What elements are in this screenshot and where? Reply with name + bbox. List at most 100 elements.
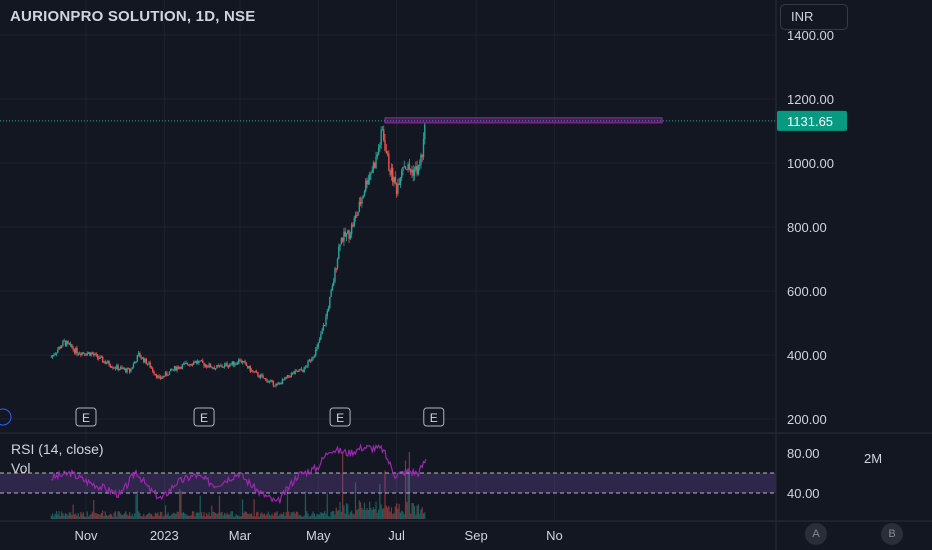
candle-body	[196, 360, 199, 363]
volume-bar	[293, 511, 295, 519]
volume-bar	[107, 516, 109, 519]
currency-button[interactable]: INR	[780, 4, 848, 30]
volume-bar	[84, 516, 86, 519]
candle-body	[193, 361, 195, 365]
volume-bar	[412, 503, 414, 519]
volume-bar	[248, 513, 250, 519]
volume-bar	[420, 509, 422, 519]
volume-bar	[238, 515, 240, 519]
volume-bar	[280, 513, 282, 519]
volume-bar	[114, 511, 117, 519]
candle-body	[349, 234, 352, 239]
volume-bar	[329, 516, 331, 519]
volume-bar	[330, 512, 332, 519]
candle-body	[332, 281, 335, 286]
candle-body	[291, 372, 294, 374]
volume-bar	[208, 512, 210, 519]
range-2m-button[interactable]: 2M	[864, 451, 883, 466]
volume-bar	[294, 513, 296, 519]
candle-body	[200, 360, 203, 362]
candle-body	[57, 349, 59, 353]
button-b[interactable]: B	[881, 523, 903, 545]
volume-bar	[392, 514, 394, 519]
volume-bar	[67, 515, 69, 519]
candle-body	[218, 365, 221, 367]
candle-body	[246, 365, 249, 369]
candle-body	[280, 383, 282, 385]
candle-body	[241, 361, 244, 363]
candle-body	[250, 370, 253, 372]
volume-bar	[145, 515, 147, 519]
volume-bar	[138, 511, 140, 519]
volume-bar	[286, 489, 289, 519]
candle-body	[105, 363, 108, 365]
candle-body	[131, 367, 133, 369]
volume-bar	[170, 515, 172, 519]
volume-bar	[173, 513, 176, 519]
date-tick-label: 2023	[150, 528, 179, 543]
volume-bar	[349, 512, 351, 519]
button-a[interactable]: A	[805, 523, 827, 545]
candle-body	[293, 372, 295, 374]
volume-bar	[381, 508, 384, 519]
volume-bar	[103, 515, 105, 519]
candle-body	[149, 362, 151, 368]
volume-bar	[148, 512, 150, 519]
volume-bar	[108, 515, 110, 519]
candle-body	[325, 316, 327, 326]
resistance-level[interactable]	[0, 117, 776, 124]
volume-bar	[104, 511, 106, 519]
volume-bar	[91, 511, 94, 519]
volume-legend-label[interactable]: Vol	[11, 460, 31, 476]
volume-bar	[408, 452, 410, 519]
candle-body	[347, 230, 349, 234]
candle-body	[94, 353, 96, 356]
candle-body	[341, 238, 344, 242]
candle-body	[297, 370, 299, 372]
volume-bar	[411, 503, 413, 519]
candle-body	[58, 346, 60, 350]
candle-body	[322, 325, 325, 331]
volume-bar	[94, 512, 96, 519]
candle-body	[416, 166, 418, 175]
candle-body	[303, 367, 305, 372]
volume-bar	[297, 512, 299, 519]
candle-body	[161, 377, 163, 379]
candle-body	[98, 357, 100, 359]
candle-body	[298, 370, 300, 372]
volume-bar	[345, 503, 348, 519]
date-tick-label: Jul	[388, 528, 405, 543]
volume-bar	[372, 507, 375, 519]
candle-body	[60, 346, 63, 349]
volume-bar	[189, 515, 191, 519]
volume-bar	[279, 514, 281, 519]
candle-body	[208, 363, 210, 367]
volume-bar	[376, 512, 378, 519]
candle-body	[231, 361, 233, 365]
candle-body	[424, 124, 426, 139]
volume-bar	[185, 514, 187, 519]
candle-body	[91, 352, 94, 355]
volume-bar	[263, 513, 265, 519]
candle-body	[420, 155, 422, 165]
volume-bar	[220, 512, 222, 519]
volume-bar	[415, 514, 417, 519]
volume-bar	[132, 516, 135, 519]
candle-body	[112, 367, 114, 369]
candle-body	[55, 352, 58, 354]
volume-bar	[383, 508, 385, 519]
volume-bar	[370, 508, 372, 519]
volume-bar	[70, 512, 72, 519]
volume-bar	[85, 516, 87, 519]
volume-bar	[270, 515, 272, 519]
candle-body	[86, 353, 88, 356]
volume-bar	[321, 512, 323, 519]
volume-bar	[281, 514, 283, 519]
candle-body	[330, 290, 332, 297]
volume-bar	[340, 511, 342, 519]
rsi-legend-label[interactable]: RSI (14, close)	[11, 441, 104, 457]
volume-bar	[152, 515, 154, 519]
rsi-tick-label: 80.00	[787, 446, 820, 461]
candle-body	[329, 296, 331, 308]
